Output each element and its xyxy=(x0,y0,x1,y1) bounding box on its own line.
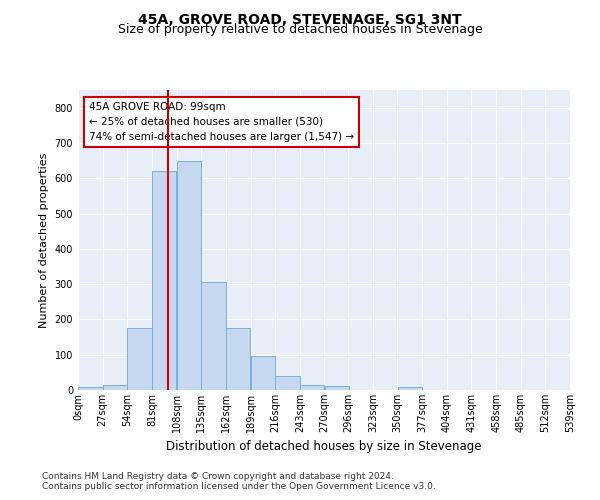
Bar xyxy=(127,328,152,390)
Text: Contains HM Land Registry data © Crown copyright and database right 2024.: Contains HM Land Registry data © Crown c… xyxy=(42,472,394,481)
Bar xyxy=(78,387,103,390)
Bar xyxy=(103,386,127,390)
Bar xyxy=(251,356,275,390)
Bar xyxy=(152,171,176,390)
Bar xyxy=(275,376,299,390)
Text: Size of property relative to detached houses in Stevenage: Size of property relative to detached ho… xyxy=(118,23,482,36)
Text: 45A GROVE ROAD: 99sqm
← 25% of detached houses are smaller (530)
74% of semi-det: 45A GROVE ROAD: 99sqm ← 25% of detached … xyxy=(89,102,354,142)
X-axis label: Distribution of detached houses by size in Stevenage: Distribution of detached houses by size … xyxy=(166,440,482,454)
Text: 45A, GROVE ROAD, STEVENAGE, SG1 3NT: 45A, GROVE ROAD, STEVENAGE, SG1 3NT xyxy=(138,12,462,26)
Bar xyxy=(398,387,422,390)
Bar xyxy=(177,160,201,390)
Text: Contains public sector information licensed under the Open Government Licence v3: Contains public sector information licen… xyxy=(42,482,436,491)
Bar xyxy=(300,384,325,390)
Bar xyxy=(325,386,349,390)
Bar xyxy=(226,328,250,390)
Y-axis label: Number of detached properties: Number of detached properties xyxy=(39,152,49,328)
Bar xyxy=(202,282,226,390)
